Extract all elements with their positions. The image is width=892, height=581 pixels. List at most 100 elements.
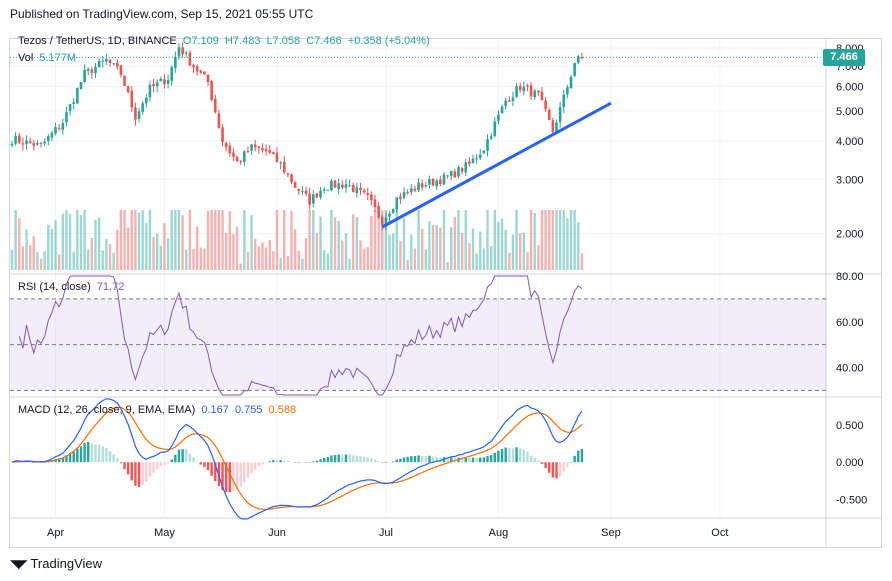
macd-histogram-bar: [388, 462, 391, 463]
volume-bar: [130, 210, 133, 270]
volume-bar: [504, 229, 507, 270]
macd-histogram-bar: [399, 458, 402, 463]
macd-histogram-bar: [446, 457, 449, 463]
macd-histogram-bar: [417, 455, 420, 463]
candle-body: [261, 148, 264, 151]
volume-bar: [442, 210, 446, 270]
macd-histogram-bar: [159, 462, 163, 466]
volume-bar: [246, 251, 250, 270]
volume-bar: [83, 210, 86, 270]
candle-body: [206, 74, 210, 83]
macd-tick-label: 0.500: [836, 420, 864, 432]
volume-bar: [275, 210, 279, 270]
candle-body: [210, 81, 213, 101]
macd-histogram-bar: [61, 457, 65, 463]
macd-histogram-bar: [489, 455, 493, 463]
macd-histogram-bar: [36, 462, 39, 463]
candle-body: [384, 217, 388, 227]
candle-body: [10, 143, 14, 146]
macd-histogram-bar: [377, 461, 380, 463]
macd-histogram-bar: [348, 454, 351, 463]
macd-histogram-bar: [72, 451, 75, 463]
candle-body: [134, 107, 137, 120]
symbol-title: Tezos / TetherUS, 1D, BINANCE: [18, 35, 177, 47]
candle-body: [515, 86, 518, 97]
macd-histogram-bar: [68, 452, 72, 463]
volume-bar: [43, 251, 46, 270]
macd-histogram-bar: [420, 455, 424, 463]
candle-body: [275, 152, 279, 163]
candle-body: [330, 180, 333, 191]
volume-bar: [388, 234, 391, 270]
candle-body: [293, 182, 297, 188]
volume-bar: [105, 239, 108, 270]
volume-bar: [558, 210, 562, 270]
candle-body: [547, 109, 551, 120]
volume-bar: [373, 210, 377, 270]
candle-body: [544, 100, 547, 110]
macd-histogram-bar: [391, 461, 395, 463]
volume-bar: [315, 233, 319, 270]
macd-histogram-bar: [145, 462, 148, 482]
volume-bar: [479, 231, 482, 270]
volume-bar: [446, 262, 449, 270]
candle-body: [137, 111, 141, 119]
macd-histogram-bar: [261, 462, 264, 465]
volume-bar: [370, 215, 373, 270]
volume-bar: [362, 248, 366, 270]
volume-bar: [250, 215, 253, 270]
volume-bar: [301, 258, 304, 270]
macd-histogram-bar: [312, 461, 315, 463]
candle-body: [460, 168, 464, 172]
candle-body: [243, 151, 246, 163]
volume-bar: [468, 243, 471, 270]
volume-bar: [500, 218, 504, 270]
macd-histogram-bar: [297, 462, 300, 463]
volume-bar: [145, 223, 148, 270]
volume-bar: [185, 249, 188, 270]
candle-body: [239, 161, 242, 163]
candle-body: [351, 185, 355, 193]
macd-histogram-bar: [108, 451, 112, 463]
macd-histogram-bar: [94, 444, 97, 463]
y-tick-label: 2.000: [836, 229, 864, 241]
volume-bar: [192, 248, 195, 270]
macd-histogram-bar: [508, 447, 511, 463]
macd-histogram-bar: [87, 441, 90, 463]
volume-bar: [79, 215, 83, 270]
macd-histogram-bar: [558, 462, 562, 476]
macd-histogram-bar: [210, 462, 213, 476]
rsi-tick-label: 60.00: [836, 317, 864, 329]
macd-histogram-bar: [195, 461, 199, 463]
macd-histogram-bar: [326, 457, 330, 463]
volume-bar: [108, 244, 112, 270]
volume-bar: [319, 216, 322, 270]
candle-body: [32, 143, 36, 146]
candle-body: [489, 136, 493, 139]
macd-label: MACD (12, 26, close, 9, EMA, EMA): [18, 404, 196, 416]
candle-body: [562, 94, 566, 108]
candle-body: [464, 162, 468, 173]
footer-brand[interactable]: ◥◤ TradingView: [10, 556, 102, 571]
macd-histogram-bar: [148, 462, 152, 477]
volume-bar: [116, 229, 119, 270]
macd-histogram-bar: [76, 448, 79, 463]
volume-bar: [159, 245, 163, 270]
candle-body: [264, 149, 268, 152]
volume-bar: [475, 253, 478, 270]
macd-histogram-bar: [28, 461, 32, 463]
candle-body: [152, 83, 155, 87]
volume-bar: [537, 245, 540, 270]
volume-bar: [188, 210, 192, 270]
volume-bar: [460, 232, 464, 270]
macd-histogram-bar: [224, 462, 228, 493]
macd-histogram-bar: [450, 457, 453, 463]
candle-body: [184, 52, 188, 54]
volume-bar: [36, 252, 39, 270]
volume-bar: [217, 210, 221, 270]
macd-histogram-bar: [116, 458, 119, 463]
volume-bar: [199, 247, 202, 270]
candle-body: [290, 174, 293, 183]
candle-body: [522, 86, 526, 92]
